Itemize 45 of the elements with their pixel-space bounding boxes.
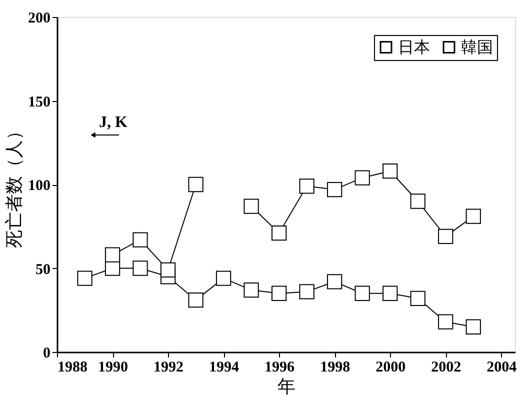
point [104,247,120,262]
point [466,319,481,334]
x-tick-label: 1992 [154,360,184,376]
point [188,176,204,192]
y-axis-title: 死亡者数（人） [4,122,24,248]
point [188,292,204,308]
x-tick-label: 1990 [98,360,128,376]
point [382,164,398,179]
y-tick-label: 50 [36,262,50,278]
x-tick-label: 1998 [320,360,350,376]
point [410,194,426,209]
point [466,208,481,224]
legend-label: 日本 [398,38,430,56]
x-tick-label: 2004 [486,360,518,376]
point [438,228,454,244]
y-tick-label: 200 [28,10,50,26]
x-tick-label: 2000 [376,360,406,376]
x-tick-label: 1988 [58,360,88,376]
point [160,262,176,278]
point [382,286,398,301]
point [327,182,342,198]
point [271,226,287,241]
legend-label: 韓国 [461,38,493,56]
point [216,270,232,286]
point [244,198,259,214]
annotation: J, K [99,114,128,131]
y-tick-label: 150 [28,94,50,110]
point [354,286,370,301]
point [132,260,148,276]
point [271,286,287,301]
point [299,284,314,300]
point [327,274,342,290]
point [354,170,370,186]
point [77,270,92,286]
point [132,232,148,248]
x-tick-label: 1996 [264,360,296,376]
x-tick-label: 2002 [431,360,462,376]
x-axis-title: 年 [278,376,296,396]
point [410,290,426,306]
y-tick-label: 100 [28,178,50,194]
x-tick-label: 1994 [209,360,240,376]
point [299,178,314,194]
y-tick-label: 0 [43,346,50,362]
point [438,314,454,330]
point [244,282,259,298]
